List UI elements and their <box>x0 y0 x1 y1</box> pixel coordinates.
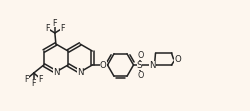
Text: F: F <box>45 24 50 33</box>
Text: O: O <box>100 60 106 69</box>
Text: F: F <box>53 19 57 28</box>
Text: F: F <box>60 24 65 33</box>
Text: N: N <box>77 67 83 76</box>
Text: F: F <box>32 78 36 87</box>
Text: F: F <box>38 75 43 84</box>
Text: O: O <box>174 55 181 63</box>
Text: F: F <box>24 75 29 84</box>
Text: S: S <box>137 60 142 69</box>
Text: O: O <box>137 51 144 59</box>
Text: O: O <box>137 70 144 79</box>
Text: N: N <box>149 60 156 69</box>
Text: N: N <box>53 67 59 76</box>
